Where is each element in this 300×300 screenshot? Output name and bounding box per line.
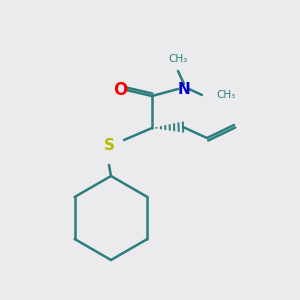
Text: S: S	[103, 137, 115, 152]
Text: O: O	[113, 81, 127, 99]
Text: CH₃: CH₃	[216, 90, 235, 100]
Text: N: N	[178, 82, 190, 97]
Text: CH₃: CH₃	[168, 54, 188, 64]
